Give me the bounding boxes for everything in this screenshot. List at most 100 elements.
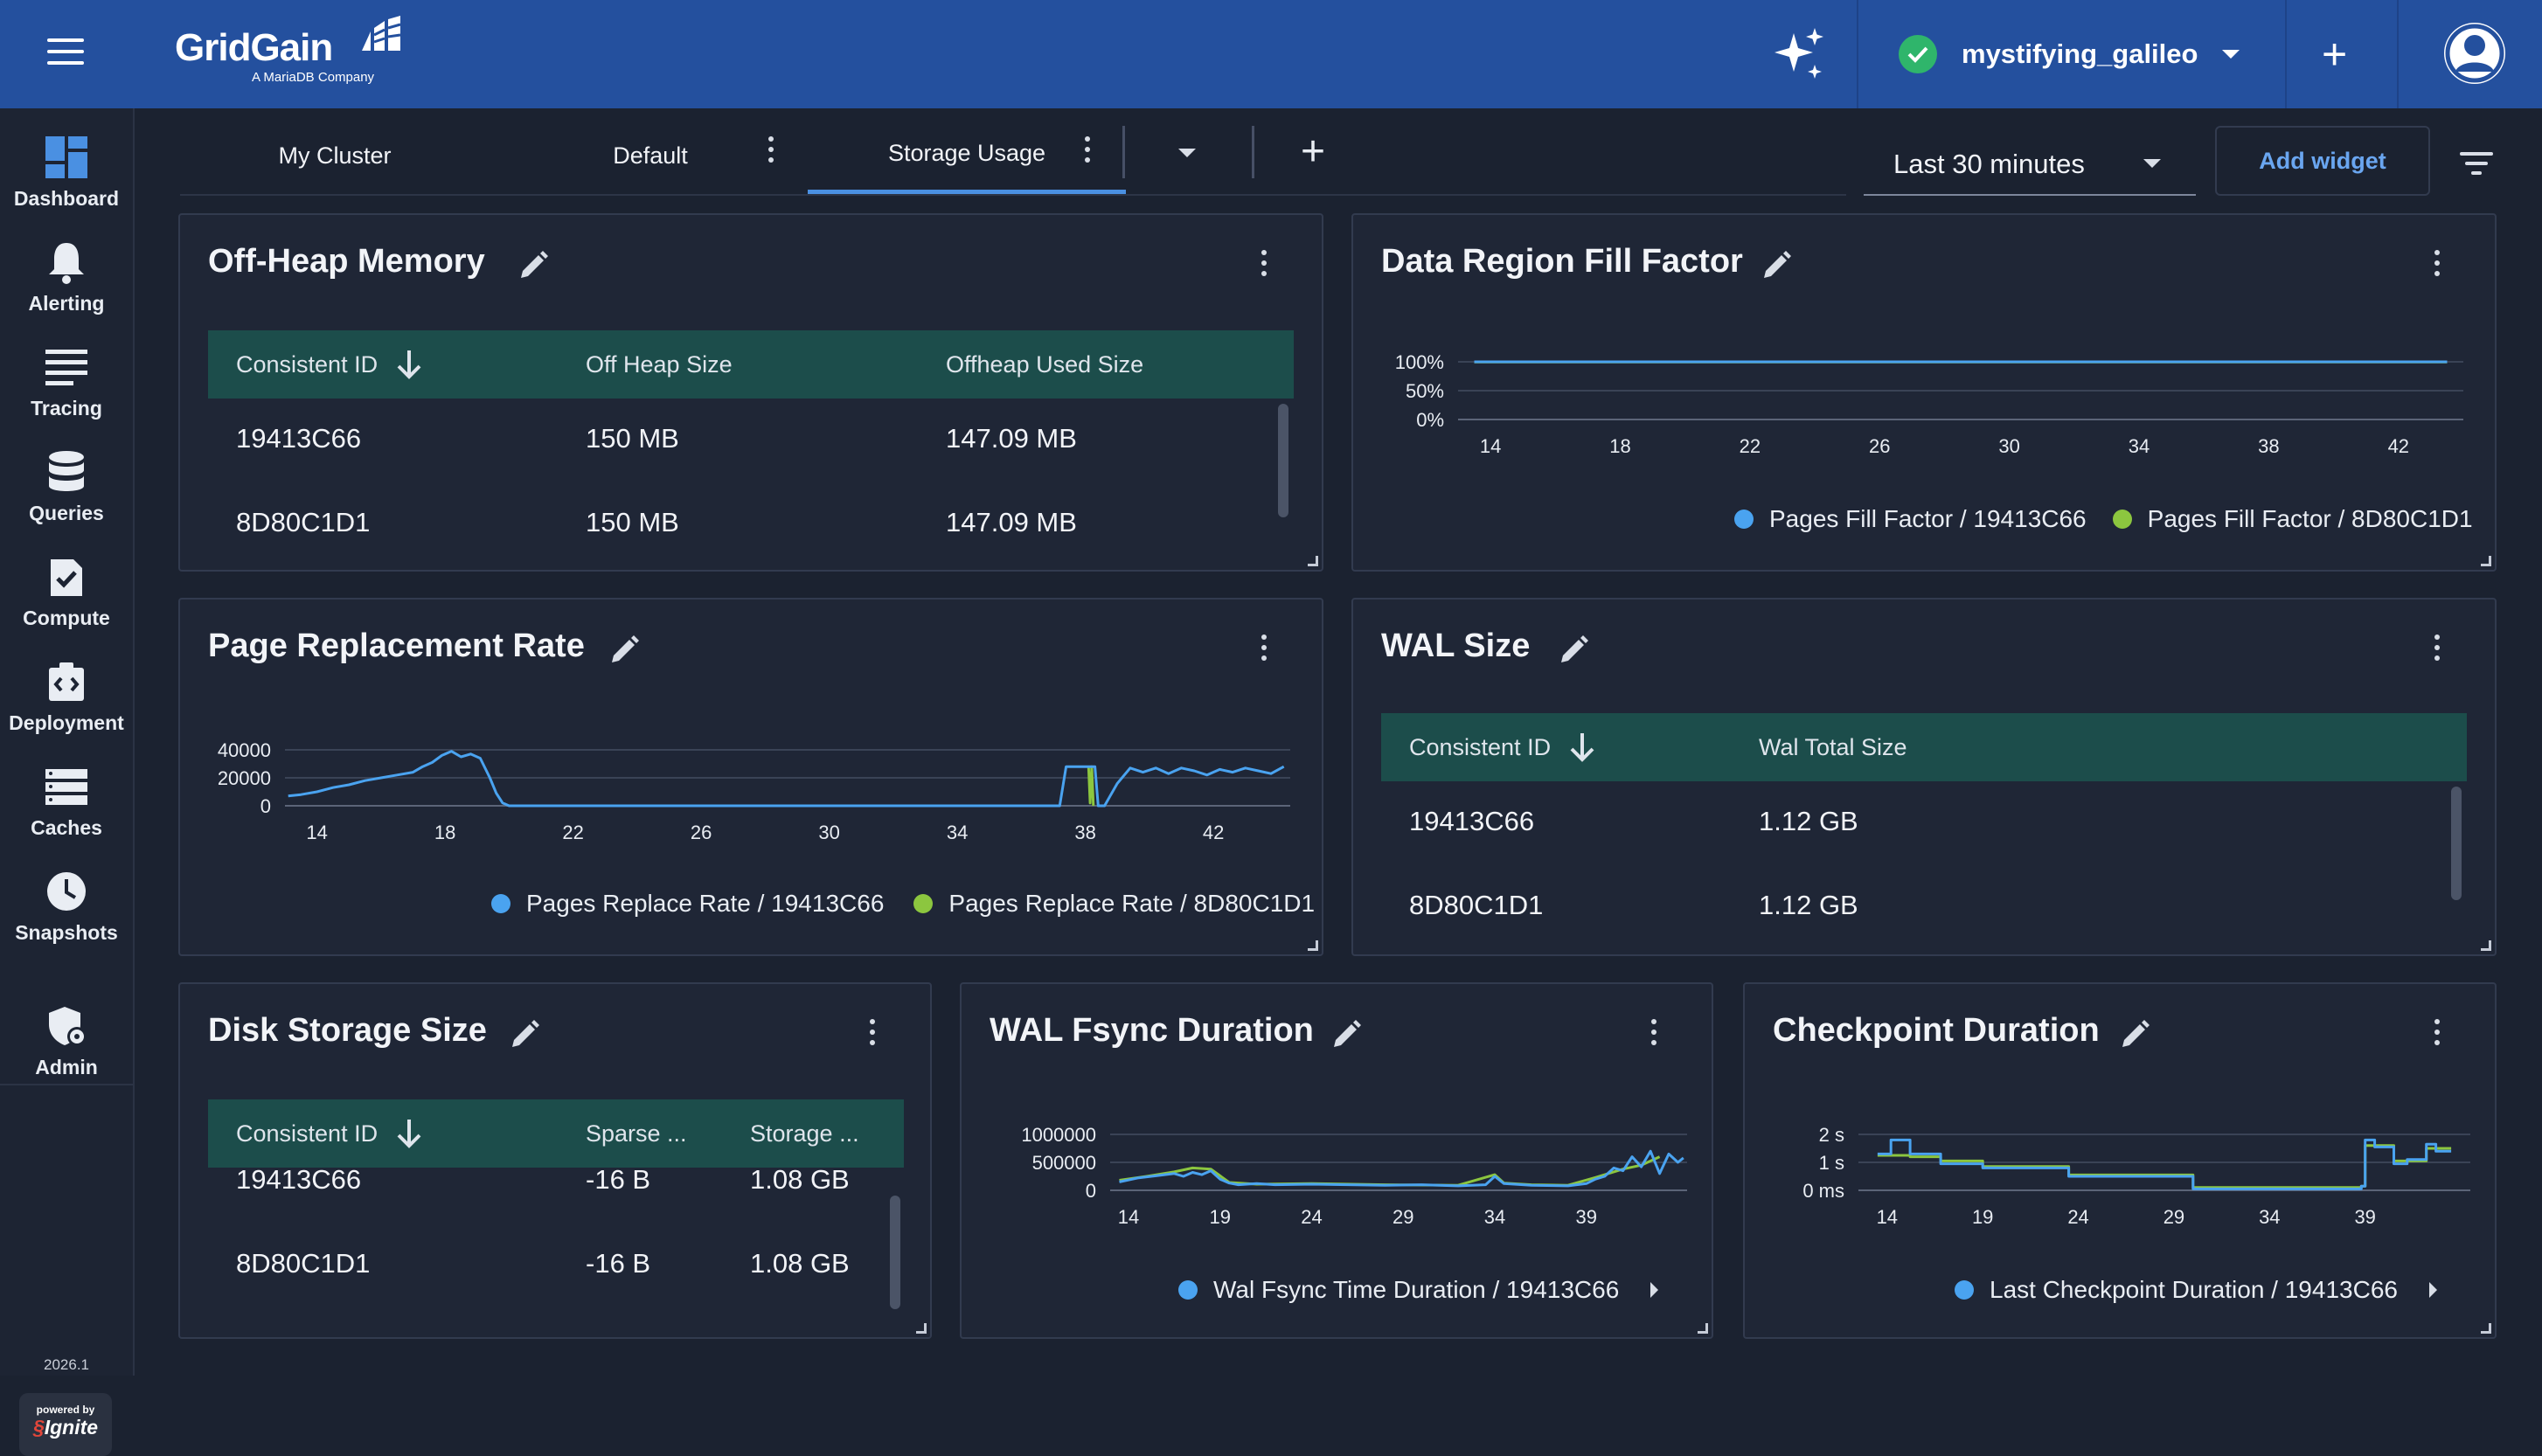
series-line[interactable] [288,750,1285,808]
widget-resize-handle[interactable] [1308,556,1318,566]
widget-more-icon[interactable] [2432,1019,2442,1054]
widget-resize-handle[interactable] [916,1323,927,1334]
edit-pencil-icon[interactable] [1556,633,1591,668]
edit-pencil-icon[interactable] [516,248,551,283]
column-header-off-heap-size[interactable]: Off Heap Size [586,350,733,378]
sort-down-arrow-icon [1570,733,1594,762]
widget-title: Checkpoint Duration [1773,1012,2100,1049]
series-line[interactable] [1119,1155,1661,1187]
widget-resize-handle[interactable] [2481,556,2491,566]
tab-default-more-icon[interactable] [766,136,776,171]
ai-sparkle-icon[interactable] [1771,26,1827,82]
column-header-consistent-id[interactable]: Consistent ID [236,1099,427,1168]
sidebar-item-tracing[interactable]: Tracing [0,344,133,420]
hamburger-menu-icon[interactable] [47,38,84,68]
cluster-selector[interactable]: mystifying_galileo [1899,31,2240,77]
sidebar-item-caches[interactable]: Caches [0,764,133,840]
widget-resize-handle[interactable] [2481,940,2491,951]
add-widget-button[interactable]: Add widget [2215,126,2430,196]
widget-more-icon[interactable] [1649,1019,1659,1054]
x-tick-label: 38 [2258,435,2279,457]
widget-checkpoint-duration: Checkpoint Duration 2 s 1 s 0 ms 14 19 24 29 34… [1743,982,2497,1339]
legend-item[interactable]: Pages Fill Factor / 19413C66 [1769,505,2087,532]
x-tick-label: 26 [691,822,712,843]
column-header-sparse-size[interactable]: Sparse ... [586,1120,687,1147]
gridgain-logo[interactable]: GridGain A MariaDB Company [175,16,401,85]
x-tick-label: 24 [1301,1206,1322,1228]
time-range-select[interactable]: Last 30 minutes [1864,129,2196,196]
widget-resize-handle[interactable] [2481,1323,2491,1334]
x-tick-label: 14 [1480,435,1501,457]
dashboard-icon [45,136,87,178]
sidebar-item-compute[interactable]: Compute [0,554,133,630]
sidebar-item-snapshots[interactable]: Snapshots [0,869,133,945]
column-header-wal-total-size[interactable]: Wal Total Size [1759,733,1907,760]
widget-more-icon[interactable] [1259,250,1269,285]
add-cluster-plus-icon[interactable]: + [2322,30,2348,79]
sidebar-item-queries[interactable]: Queries [0,449,133,525]
sidebar-item-deployment[interactable]: Deployment [0,659,133,735]
legend-next-arrow-icon[interactable] [1650,1282,1659,1298]
deployment-icon [49,662,84,701]
widget-more-icon[interactable] [867,1019,878,1054]
widget-more-icon[interactable] [2432,634,2442,669]
x-tick-label: 34 [947,822,968,843]
sidebar-item-alerting[interactable]: Alerting [0,239,133,315]
cell-off-heap-size: 150 MB [586,423,679,454]
add-tab-plus-icon[interactable]: + [1301,128,1326,175]
powered-by-label: powered by [36,1404,95,1416]
tab-storage-usage-more-icon[interactable] [1082,136,1093,171]
widget-offheap-memory: Off-Heap Memory Consistent ID Off Heap S… [178,213,1323,572]
edit-pencil-icon[interactable] [1329,1017,1364,1052]
logo-subtitle: A MariaDB Company [252,70,375,85]
tab-storage-usage[interactable]: Storage Usage [808,117,1126,194]
sidebar-item-label: Tracing [31,397,102,419]
column-header-consistent-id[interactable]: Consistent ID [236,330,427,399]
tabs-dropdown-icon[interactable] [1178,149,1196,157]
widget-more-icon[interactable] [1259,634,1269,669]
filter-icon[interactable] [2460,152,2493,178]
x-tick-label: 22 [562,822,583,843]
edit-pencil-icon[interactable] [2117,1017,2152,1052]
tab-default[interactable]: Default [490,117,811,194]
logo-name: GridGain [175,26,333,69]
cluster-status-ok-icon [1899,35,1937,73]
column-header-offheap-used-size[interactable]: Offheap Used Size [946,350,1144,378]
widget-more-icon[interactable] [2432,250,2442,285]
series-line[interactable] [1119,1149,1684,1188]
sidebar-item-label: Dashboard [13,187,120,210]
legend-item[interactable]: Pages Fill Factor / 8D80C1D1 [2147,505,2473,532]
y-tick-label: 0 [260,795,271,817]
legend-next-arrow-icon[interactable] [2428,1282,2437,1298]
widget-resize-handle[interactable] [1698,1323,1708,1334]
sidebar-item-dashboard[interactable]: Dashboard [0,135,133,211]
caches-icon [45,769,87,805]
x-tick-label: 30 [818,822,839,843]
y-tick-label: 40000 [218,739,271,761]
legend-item[interactable]: Wal Fsync Time Duration / 19413C66 [1213,1276,1620,1303]
tab-my-cluster[interactable]: My Cluster [180,117,490,194]
edit-pencil-icon[interactable] [607,633,642,668]
table-scrollbar[interactable] [2451,787,2462,900]
column-header-storage-size[interactable]: Storage ... [750,1120,859,1147]
column-header-consistent-id[interactable]: Consistent ID [1409,713,1600,781]
widget-resize-handle[interactable] [1308,940,1318,951]
legend-item[interactable]: Last Checkpoint Duration / 19413C66 [1990,1276,2398,1303]
series-line[interactable] [1877,1138,2452,1190]
cell-consistent-id: 8D80C1D1 [1409,890,1544,920]
widget-title: Data Region Fill Factor [1381,243,1743,280]
user-avatar-icon[interactable] [2444,23,2505,84]
legend-item[interactable]: Pages Replace Rate / 8D80C1D1 [948,890,1316,917]
legend-item[interactable]: Pages Replace Rate / 19413C66 [526,890,885,917]
x-tick-label: 14 [1877,1206,1898,1228]
sidebar-item-admin[interactable]: Admin [0,1003,133,1079]
powered-by-ignite-badge[interactable]: powered by §Ignite [19,1393,112,1456]
x-tick-label: 14 [306,822,327,843]
admin-shield-icon [49,1007,87,1046]
edit-pencil-icon[interactable] [1759,248,1794,283]
x-tick-label: 19 [1209,1206,1230,1228]
table-scrollbar[interactable] [1278,404,1288,517]
edit-pencil-icon[interactable] [507,1017,542,1052]
table-scrollbar[interactable] [890,1196,900,1309]
series-line[interactable] [1087,765,1095,807]
